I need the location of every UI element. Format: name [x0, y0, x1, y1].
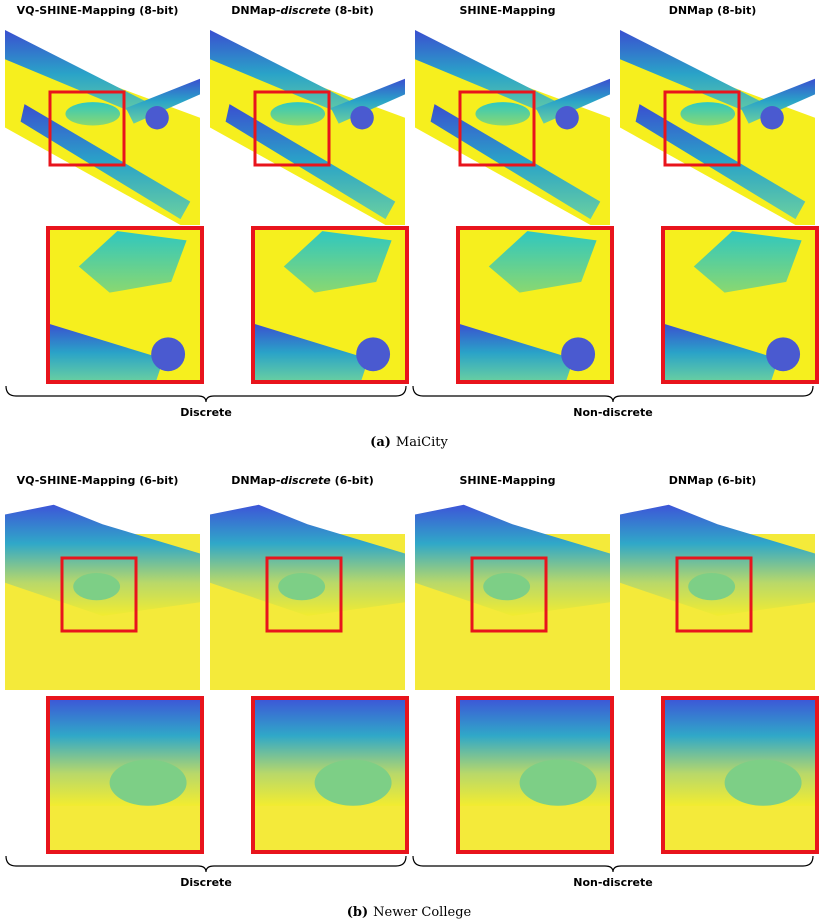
- bush: [278, 573, 325, 600]
- column-header: SHINE-Mapping: [459, 4, 555, 17]
- figure: VQ-SHINE-Mapping (8-bit) DNMap-discrete (…: [0, 0, 819, 923]
- group-brace: [413, 856, 813, 872]
- tree: [356, 337, 390, 371]
- group-brace: [6, 856, 406, 872]
- zoom-image: [663, 228, 817, 382]
- group-label: Non-discrete: [573, 406, 652, 419]
- zoom-image: [458, 228, 612, 382]
- caption-label: (a): [370, 435, 391, 450]
- tree: [766, 337, 800, 371]
- tree: [760, 106, 783, 129]
- tree: [350, 106, 373, 129]
- zoom-image: [48, 698, 202, 852]
- caption-label: (b): [347, 905, 368, 920]
- header-run: discrete: [280, 4, 331, 17]
- header-run: DNMap-: [231, 4, 280, 17]
- header-run: VQ-SHINE-Mapping (6-bit): [17, 474, 179, 487]
- zoom-image: [48, 228, 202, 382]
- header-run: SHINE-Mapping: [459, 474, 555, 487]
- reconstruction-image: [210, 495, 405, 690]
- group-label: Discrete: [180, 406, 232, 419]
- header-run: discrete: [280, 474, 331, 487]
- reconstruction-image: [5, 30, 200, 225]
- zoom-image: [458, 698, 612, 852]
- bush: [688, 573, 735, 600]
- header-run: DNMap (6-bit): [669, 474, 757, 487]
- column-header: DNMap (6-bit): [669, 474, 757, 487]
- car: [65, 102, 120, 125]
- reconstruction-image: [415, 30, 610, 225]
- tree: [555, 106, 578, 129]
- caption: (a) MaiCity: [370, 435, 448, 450]
- column-header: DNMap-discrete (8-bit): [231, 4, 374, 17]
- group-brace: [6, 386, 406, 402]
- bush: [110, 760, 187, 806]
- header-run: (8-bit): [331, 4, 374, 17]
- reconstruction-image: [210, 30, 405, 225]
- bush: [725, 760, 802, 806]
- bush: [73, 573, 120, 600]
- header-run: SHINE-Mapping: [459, 4, 555, 17]
- caption: (b) Newer College: [347, 905, 472, 920]
- group-label: Discrete: [180, 876, 232, 889]
- tree: [151, 337, 185, 371]
- zoom-image: [663, 698, 817, 852]
- car: [270, 102, 325, 125]
- tree: [561, 337, 595, 371]
- header-run: DNMap-: [231, 474, 280, 487]
- column-header: SHINE-Mapping: [459, 474, 555, 487]
- bush: [483, 573, 530, 600]
- bush: [315, 760, 392, 806]
- column-header: VQ-SHINE-Mapping (6-bit): [17, 474, 179, 487]
- header-run: DNMap (8-bit): [669, 4, 757, 17]
- column-header: DNMap (8-bit): [669, 4, 757, 17]
- tree: [145, 106, 168, 129]
- zoom-image: [253, 698, 407, 852]
- header-run: (6-bit): [331, 474, 374, 487]
- reconstruction-image: [620, 495, 815, 690]
- reconstruction-image: [5, 495, 200, 690]
- zoom-image: [253, 228, 407, 382]
- caption-text: Newer College: [373, 905, 471, 920]
- bush: [520, 760, 597, 806]
- caption-text: MaiCity: [396, 435, 449, 450]
- car: [475, 102, 530, 125]
- group-brace: [413, 386, 813, 402]
- car: [680, 102, 735, 125]
- column-header: DNMap-discrete (6-bit): [231, 474, 374, 487]
- reconstruction-image: [415, 495, 610, 690]
- reconstruction-image: [620, 30, 815, 225]
- column-header: VQ-SHINE-Mapping (8-bit): [17, 4, 179, 17]
- header-run: VQ-SHINE-Mapping (8-bit): [17, 4, 179, 17]
- group-label: Non-discrete: [573, 876, 652, 889]
